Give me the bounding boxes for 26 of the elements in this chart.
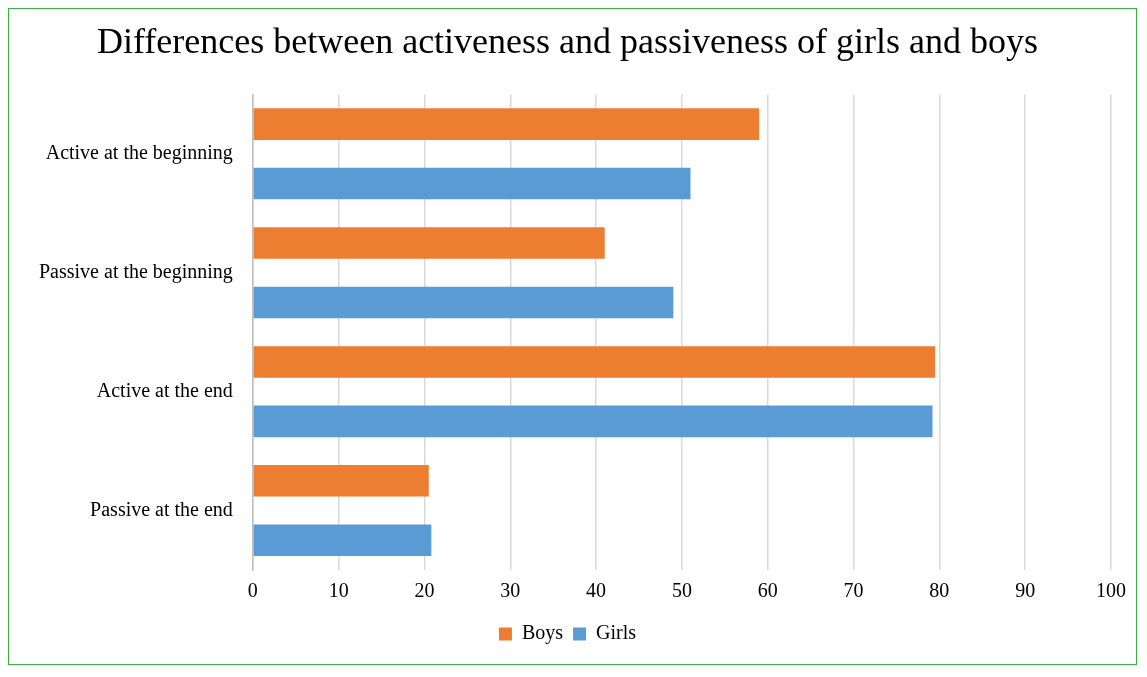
bar <box>253 465 429 497</box>
legend-label: Boys <box>521 621 564 645</box>
y-tick-label: Active at the beginning <box>45 141 233 165</box>
x-tick-label: 30 <box>500 579 521 602</box>
x-tick-label: 50 <box>671 579 692 602</box>
x-tick-label: 100 <box>1096 579 1126 602</box>
x-tick-label: 40 <box>586 579 607 602</box>
x-tick-label: 0 <box>247 579 258 602</box>
x-tick-label: 80 <box>929 579 950 602</box>
bar <box>253 286 674 319</box>
bar <box>253 405 933 438</box>
x-tick-label: 60 <box>757 579 778 602</box>
x-tick-label: 70 <box>843 579 864 602</box>
bar <box>253 524 432 557</box>
bar <box>253 346 936 378</box>
x-tick-label: 20 <box>414 579 435 602</box>
x-tick-label: 90 <box>1015 579 1036 602</box>
bar <box>253 108 760 140</box>
x-tick-label: 10 <box>328 579 349 602</box>
bar <box>253 167 691 200</box>
y-tick-label: Passive at the beginning <box>39 260 233 283</box>
bar <box>253 227 605 259</box>
y-tick-label: Active at the end <box>96 378 233 401</box>
chart-title: Differences between activeness and passiveness of girls and boys <box>96 21 1039 62</box>
legend-label: Girls <box>596 621 637 644</box>
y-tick-label: Passive at the end <box>90 497 233 520</box>
